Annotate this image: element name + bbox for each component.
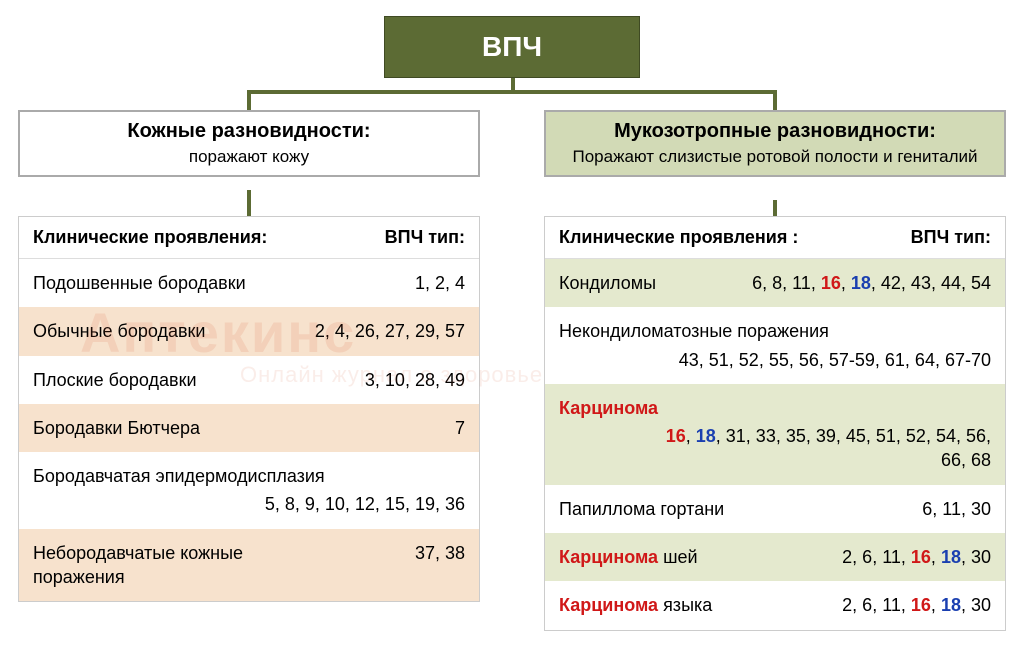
row-types: 3, 10, 28, 49: [207, 368, 465, 392]
row-label: Бородавки Бютчера: [33, 416, 200, 440]
row-label: Подошвенные бородавки: [33, 271, 246, 295]
table-row: Кондиломы 6, 8, 11, 16, 18, 42, 43, 44, 5…: [545, 259, 1005, 307]
row-label: Карцинома языка: [559, 593, 712, 617]
table-row: Небородавчатые кожные поражения 37, 38: [19, 529, 479, 602]
row-label: Небородавчатые кожные поражения: [33, 541, 293, 590]
table-row: Бородавки Бютчера 7: [19, 404, 479, 452]
root-label: ВПЧ: [482, 31, 542, 63]
right-table: Клинические проявления : ВПЧ тип: Кондил…: [544, 216, 1006, 631]
table-row: Бородавчатая эпидермодисплазия 5, 8, 9, 1…: [19, 452, 479, 529]
row-label: Плоские бородавки: [33, 368, 197, 392]
row-types: 6, 8, 11, 16, 18, 42, 43, 44, 54: [666, 271, 991, 295]
row-label: Карцинома шей: [559, 545, 698, 569]
row-types: 2, 6, 11, 16, 18, 30: [722, 593, 991, 617]
table-row: Некондиломатозные поражения 43, 51, 52, 5…: [545, 307, 1005, 384]
row-types: 2, 4, 26, 27, 29, 57: [215, 319, 465, 343]
col-header-type: ВПЧ тип:: [911, 227, 991, 248]
row-types: 7: [210, 416, 465, 440]
table-row: Карцинома 16, 18, 31, 33, 35, 39, 45, 51,…: [545, 384, 1005, 485]
table-row: Папиллома гортани 6, 11, 30: [545, 485, 1005, 533]
table-row: Карцинома языка 2, 6, 11, 16, 18, 30: [545, 581, 1005, 629]
connector-line: [247, 90, 251, 110]
row-types: 43, 51, 52, 55, 56, 57-59, 61, 64, 67-70: [559, 348, 991, 372]
connector-line: [773, 200, 777, 216]
table-row: Плоские бородавки 3, 10, 28, 49: [19, 356, 479, 404]
left-branch-header: Кожные разновидности: поражают кожу: [18, 110, 480, 177]
root-node: ВПЧ: [384, 16, 640, 78]
table-row: Обычные бородавки 2, 4, 26, 27, 29, 57: [19, 307, 479, 355]
col-header-manifestation: Клинические проявления :: [559, 227, 798, 248]
row-types: 5, 8, 9, 10, 12, 15, 19, 36: [33, 492, 465, 516]
row-label: Некондиломатозные поражения: [559, 319, 991, 343]
row-label: Папиллома гортани: [559, 497, 724, 521]
right-branch-title: Мукозотропные разновидности:: [556, 120, 994, 143]
right-branch-header: Мукозотропные разновидности: Поражают сл…: [544, 110, 1006, 177]
row-types: 1, 2, 4: [256, 271, 465, 295]
row-label: Обычные бородавки: [33, 319, 205, 343]
right-branch-subtitle: Поражают слизистые ротовой полости и ген…: [556, 147, 994, 167]
left-branch-title: Кожные разновидности:: [30, 120, 468, 143]
row-label: Бородавчатая эпидермодисплазия: [33, 464, 465, 488]
right-table-header: Клинические проявления : ВПЧ тип:: [545, 217, 1005, 259]
row-types: 16, 18, 31, 33, 35, 39, 45, 51, 52, 54, …: [559, 424, 991, 473]
row-label: Карцинома: [559, 396, 991, 420]
row-types: 6, 11, 30: [734, 497, 991, 521]
col-header-type: ВПЧ тип:: [385, 227, 465, 248]
table-row: Карцинома шей 2, 6, 11, 16, 18, 30: [545, 533, 1005, 581]
connector-line: [773, 90, 777, 110]
connector-line: [247, 90, 777, 94]
left-table-header: Клинические проявления: ВПЧ тип:: [19, 217, 479, 259]
row-label: Кондиломы: [559, 271, 656, 295]
table-row: Подошвенные бородавки 1, 2, 4: [19, 259, 479, 307]
row-types: 2, 6, 11, 16, 18, 30: [708, 545, 991, 569]
col-header-manifestation: Клинические проявления:: [33, 227, 267, 248]
row-types: 37, 38: [303, 541, 465, 565]
left-table: Клинические проявления: ВПЧ тип: Подошве…: [18, 216, 480, 602]
left-branch-subtitle: поражают кожу: [30, 147, 468, 167]
connector-line: [247, 190, 251, 216]
